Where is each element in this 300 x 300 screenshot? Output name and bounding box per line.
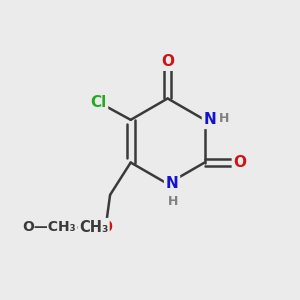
Text: O: O (161, 54, 174, 69)
Text: H: H (168, 195, 178, 208)
Text: Cl: Cl (90, 95, 106, 110)
Text: N: N (166, 176, 178, 191)
Text: O: O (99, 220, 112, 235)
Text: H: H (219, 112, 230, 125)
Text: CH₃: CH₃ (79, 220, 109, 235)
Text: O: O (233, 155, 247, 170)
Text: O: O (99, 220, 112, 235)
Text: O—CH₃: O—CH₃ (22, 220, 76, 234)
Text: N: N (204, 112, 216, 127)
